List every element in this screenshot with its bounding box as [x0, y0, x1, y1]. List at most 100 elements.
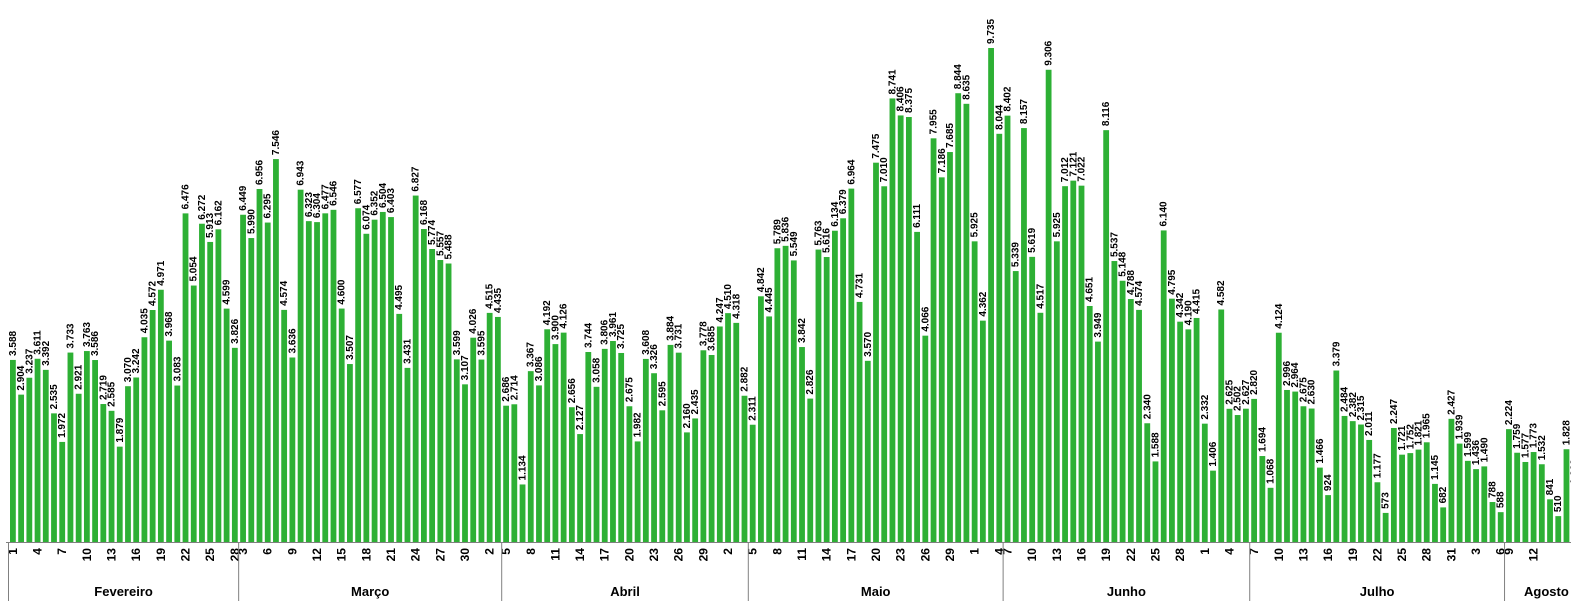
bar-fevereiro-22 [182, 213, 189, 542]
bar-fevereiro-17 [141, 337, 148, 542]
value-label: 3.731 [674, 323, 685, 348]
x-tick-label: 23 [894, 548, 908, 562]
value-label: 2.340 [1142, 394, 1153, 419]
value-label: 3.379 [1331, 341, 1342, 366]
value-label: 8.375 [904, 88, 915, 113]
bar-fevereiro-5 [42, 369, 49, 542]
value-label: 4.362 [978, 291, 989, 316]
value-label: 5.339 [1011, 242, 1022, 267]
bar-abril-24 [692, 418, 699, 542]
x-tick-label: 4 [31, 548, 45, 555]
bar-abril-10 [577, 434, 583, 542]
value-label: 1.532 [1537, 435, 1548, 460]
value-label: 6.074 [361, 204, 372, 229]
bar-junho-15 [1119, 280, 1126, 542]
value-label: 5.054 [189, 256, 200, 281]
value-label: 2.311 [748, 396, 759, 421]
bar-maio-11 [832, 230, 838, 543]
value-label: 5.619 [1027, 227, 1038, 252]
bar-março-10 [314, 222, 320, 543]
value-label: 5.789 [772, 219, 783, 244]
value-label: 2.882 [739, 366, 750, 391]
bar-março-30 [478, 359, 485, 542]
bar-fevereiro-27 [223, 308, 230, 542]
bar-junho-4 [1029, 256, 1036, 542]
value-label: 2.427 [1446, 389, 1457, 414]
bar-julho-8 [1308, 408, 1315, 542]
value-label: 2.585 [107, 381, 118, 406]
bar-março-18 [379, 211, 386, 542]
value-label: 7.010 [879, 157, 890, 182]
x-tick-label: 8 [770, 548, 784, 555]
value-label: 4.971 [156, 260, 167, 285]
value-label: 1.879 [115, 417, 126, 442]
bar-fevereiro-18 [149, 310, 156, 542]
value-label: 7.685 [945, 123, 956, 148]
value-label: 3.392 [41, 340, 52, 365]
value-label: 1.721 [1397, 425, 1408, 450]
value-label: 6.295 [263, 193, 274, 218]
bar-maio-9 [815, 249, 822, 542]
x-tick-label: 7 [1001, 548, 1015, 555]
value-label: 6.956 [255, 160, 266, 185]
bar-maio-17 [881, 186, 888, 542]
bar-junho-17 [1136, 309, 1142, 542]
value-label: 6.476 [181, 184, 192, 209]
bar-fevereiro-13 [108, 410, 115, 542]
value-label: 4.600 [337, 279, 348, 304]
value-label: 7.022 [1077, 156, 1088, 181]
bar-abril-17 [634, 441, 641, 542]
value-label: 2.921 [74, 364, 85, 389]
bar-maio-16 [873, 162, 879, 542]
bar-março-32 [494, 316, 501, 542]
bar-julho-21 [1415, 449, 1422, 542]
x-tick-label: 3 [236, 548, 250, 555]
value-label: 2.595 [657, 381, 668, 406]
value-label: 6.577 [353, 179, 364, 204]
bar-maio-4 [774, 248, 781, 543]
bar-fevereiro-26 [215, 229, 222, 542]
value-label: 1.828 [1561, 420, 1571, 445]
value-label: 2.535 [49, 384, 60, 409]
bars-layer [10, 48, 1570, 543]
value-label: 6.379 [838, 189, 849, 214]
value-label: 6.477 [320, 184, 331, 209]
value-label: 7.955 [929, 109, 940, 134]
value-label: 5.557 [435, 231, 446, 256]
bar-fevereiro-2 [18, 394, 25, 542]
bar-maio-22 [922, 335, 929, 542]
bar-abril-27 [716, 326, 723, 542]
x-tick-label: 16 [1321, 548, 1335, 562]
month-label-julho: Julho [1360, 584, 1395, 599]
bar-março-21 [404, 367, 411, 542]
bar-fevereiro-4 [34, 358, 41, 542]
value-label: 5.616 [822, 228, 833, 253]
bar-abril-19 [651, 373, 657, 542]
value-label: 3.242 [131, 348, 142, 373]
bar-março-8 [297, 189, 304, 542]
bar-fevereiro-14 [116, 446, 123, 542]
bar-julho-4 [1275, 332, 1282, 542]
bar-junho-25 [1201, 423, 1208, 542]
bar-fevereiro-19 [157, 289, 164, 542]
value-label: 5.925 [1052, 212, 1063, 237]
bar-março-14 [347, 364, 353, 542]
bar-maio-12 [840, 218, 847, 543]
x-tick-label: 24 [409, 548, 423, 562]
bar-maio-27 [963, 103, 970, 542]
value-label: 3.611 [33, 330, 44, 355]
x-tick-label: 22 [179, 548, 193, 562]
value-label: 9.735 [986, 19, 997, 44]
value-label: 3.806 [600, 319, 611, 344]
value-label: 7.121 [1068, 151, 1079, 176]
bar-julho-23 [1432, 483, 1438, 542]
value-label: 7.186 [937, 148, 948, 173]
x-tick-label: 1 [968, 548, 982, 555]
bar-abril-21 [667, 344, 674, 542]
bar-abril-4 [527, 371, 534, 542]
bar-junho-26 [1210, 470, 1216, 542]
bar-junho-10 [1078, 185, 1085, 543]
value-label: 6.140 [1159, 201, 1170, 226]
value-label: 2.332 [1200, 394, 1211, 419]
value-label: 2.435 [690, 389, 701, 414]
